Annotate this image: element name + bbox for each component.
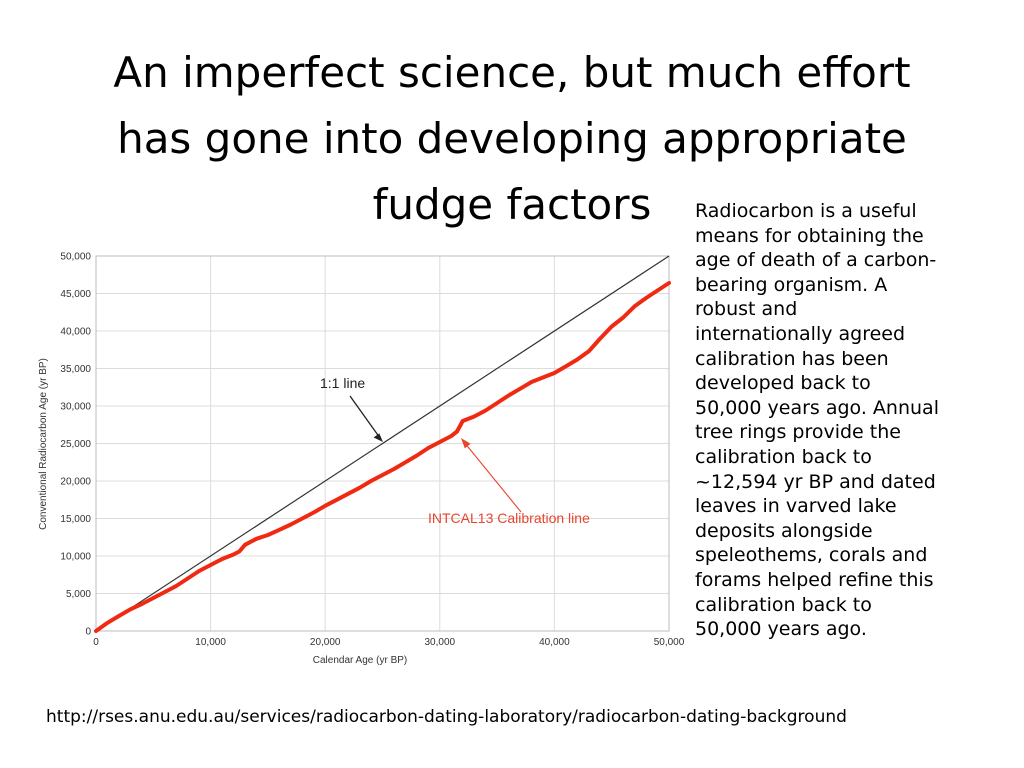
x-tick-label: 40,000 [539,637,570,648]
y-tick-label: 50,000 [60,252,91,263]
description-line: internationally agreed [695,322,906,345]
y-tick-label: 10,000 [60,552,91,563]
description-line: means for obtaining the [695,224,924,247]
axis-ticks: 0 10,000 20,000 30,000 40,000 50,000 0 5,000 10,… [60,252,684,649]
intcal-arrowhead [461,438,471,449]
x-axis-label: Calendar Age (yr BP) [313,655,408,666]
y-tick-label: 25,000 [60,439,91,450]
description-line: Radiocarbon is a useful [695,200,917,222]
plot-area-frame [95,255,670,632]
description-line: leaves in varved lake [695,495,897,518]
description-line: forams helped refine this [695,568,934,591]
x-tick-label: 0 [93,637,99,648]
title-line: has gone into developing appropriate [117,114,907,163]
intcal13-calibration-line [94,281,671,633]
side-description: Radiocarbon is a useful means for obtain… [695,199,970,642]
description-line: age of death of a carbon- [695,249,937,272]
one-to-one-label: 1:1 line [320,375,365,391]
title-line: fudge factors [372,180,652,229]
chart-series [94,255,671,633]
intcal-label: INTCAL13 Calibration line [428,510,590,526]
y-tick-label: 5,000 [66,589,91,600]
description-line: robust and [695,298,798,321]
y-tick-label: 0 [85,627,91,638]
one-to-one-line [95,255,670,632]
description-line: calibration back to [695,593,872,616]
y-tick-label: 15,000 [60,514,91,525]
y-tick-label: 45,000 [60,289,91,300]
y-tick-label: 40,000 [60,327,91,338]
source-url: http://rses.anu.edu.au/services/radiocar… [46,707,847,727]
description-line: 50,000 years ago. Annual [695,396,939,419]
slide-title: An imperfect science, but much effort ha… [40,40,984,238]
y-tick-label: 30,000 [60,402,91,413]
title-line: An imperfect science, but much effort [113,48,911,97]
x-tick-label: 20,000 [310,637,341,648]
description-line: ~12,594 yr BP and dated [695,470,936,493]
x-tick-label: 30,000 [425,637,456,648]
y-tick-label: 35,000 [60,364,91,375]
description-line: deposits alongside [695,519,873,542]
calibration-chart: 0 10,000 20,000 30,000 40,000 50,000 0 5,000 10,… [38,252,685,667]
description-line: speleothems, corals and [695,544,928,567]
description-line: calibration back to [695,445,872,468]
intcal-arrow-shaft [463,441,522,513]
y-axis-label: Conventional Radiocarbon Age (yr BP) [38,358,49,530]
one-to-one-arrowhead [373,433,383,442]
description-line: tree rings provide the [695,421,901,444]
x-tick-label: 10,000 [195,637,226,648]
y-tick-label: 20,000 [60,477,91,488]
chart-annotations: 1:1 line INTCAL13 Calibration line [320,375,590,526]
one-to-one-arrow-shaft [349,395,381,439]
description-line: 50,000 years ago. [695,618,867,641]
x-tick-label: 50,000 [654,637,685,648]
description-line: developed back to [695,372,871,395]
description-line: calibration has been [695,347,889,370]
description-line: bearing organism. A [695,273,888,296]
